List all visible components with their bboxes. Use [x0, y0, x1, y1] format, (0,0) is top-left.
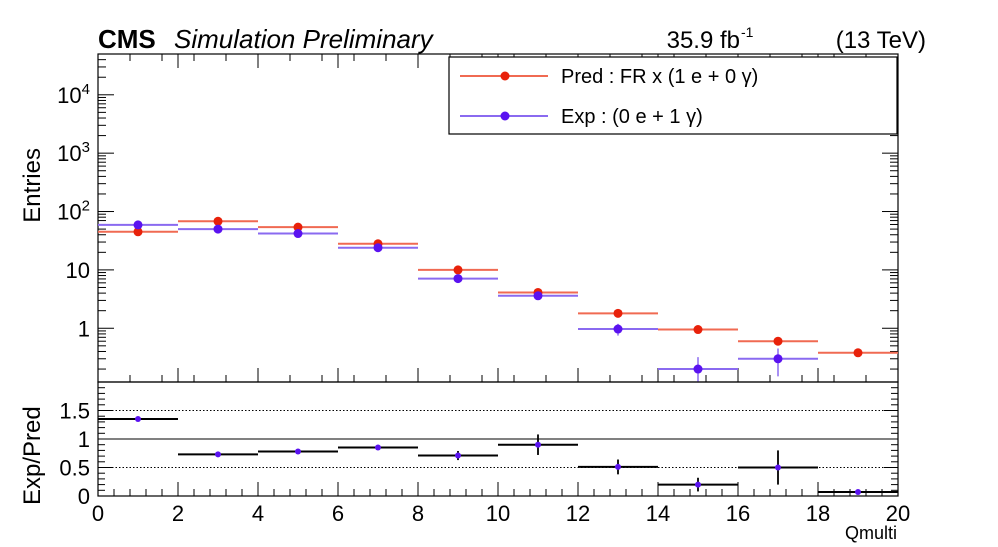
x-tick-label: 14: [646, 501, 670, 526]
exp-point: [133, 220, 143, 230]
legend-pred-marker: [500, 71, 510, 81]
simulation-label: Simulation Preliminary: [174, 24, 435, 54]
exp-point: [613, 324, 623, 334]
ratio-point: [775, 464, 781, 471]
pred-point: [853, 348, 863, 358]
ratio-y-axis: 0 0.5 1 1.5: [59, 387, 898, 509]
ratio-reference-lines: [98, 410, 898, 468]
exp-point: [533, 291, 543, 301]
ratio-y-tick-label: 1.5: [59, 399, 90, 424]
legend-box: [448, 56, 898, 135]
x-tick-label: 18: [806, 501, 830, 526]
energy-label: (13 TeV): [836, 27, 926, 54]
ratio-point: [695, 481, 701, 488]
x-tick-label: 2: [172, 501, 184, 526]
main-y-tick-label: 104: [57, 81, 90, 108]
x-tick-label: 16: [726, 501, 750, 526]
cms-label: CMS: [98, 24, 156, 54]
ratio-point: [535, 441, 541, 448]
exp-point: [773, 354, 783, 364]
pred-point: [613, 308, 623, 318]
legend-pred-label: Pred : FR x (1 e + 0 γ): [561, 66, 758, 88]
x-tick-label: 10: [486, 501, 510, 526]
exp-point: [373, 243, 383, 253]
ratio-point: [615, 463, 621, 470]
x-tick-label: 0: [92, 501, 104, 526]
ratio-point: [135, 416, 141, 423]
main-y-tick-label: 102: [57, 198, 90, 225]
ratio-point: [455, 452, 461, 459]
exp-point: [213, 224, 223, 234]
ratio-point: [855, 489, 861, 496]
x-tick-label: 12: [566, 501, 590, 526]
x-tick-label: 6: [332, 501, 344, 526]
x-tick-label: 20: [886, 501, 910, 526]
ratio-plot-marks: [98, 416, 898, 496]
main-plot-marks: [98, 216, 898, 382]
x-axis: 0 2 4 6 8 10 12 14 16 18 20: [92, 482, 910, 526]
main-y-tick-label: 103: [57, 139, 90, 166]
pred-point: [773, 336, 783, 346]
legend-exp-marker: [500, 111, 510, 121]
luminosity-exponent: -1: [741, 24, 754, 40]
pred-point: [213, 216, 223, 226]
ratio-y-tick-label: 1: [78, 427, 90, 452]
main-y-tick-label: 10: [66, 258, 90, 283]
ratio-y-axis-title: Exp/Pred: [19, 406, 46, 505]
x-axis-title: Qmulti: [845, 523, 897, 543]
x-tick-label: 8: [412, 501, 424, 526]
pred-point: [453, 265, 463, 275]
pred-point: [293, 222, 303, 232]
ratio-point: [375, 444, 381, 451]
legend-exp-label: Exp : (0 e + 1 γ): [561, 106, 703, 128]
exp-point: [453, 274, 463, 284]
exp-point: [693, 364, 703, 374]
ratio-panel: 00.511.5 0 2 4 6 8 10 12 14 16 18 20 Exp/Pred Qmul…: [19, 381, 910, 543]
ratio-point: [215, 451, 221, 458]
pred-point: [693, 325, 703, 335]
legend: Pred : FR x (1 e + 0 γ) Exp : (0 e + 1 γ…: [448, 56, 898, 135]
x-tick-label: 4: [252, 501, 264, 526]
pred-point: [133, 227, 143, 237]
ratio-y-tick-label: 0.5: [59, 456, 90, 481]
ratio-y-tick-label: 0: [78, 484, 90, 509]
exp-point: [293, 229, 303, 239]
main-y-tick-label: 1: [78, 316, 90, 341]
main-y-axis-title: Entries: [19, 148, 46, 223]
luminosity-label: 35.9 fb: [667, 27, 740, 54]
ratio-point: [295, 448, 301, 455]
